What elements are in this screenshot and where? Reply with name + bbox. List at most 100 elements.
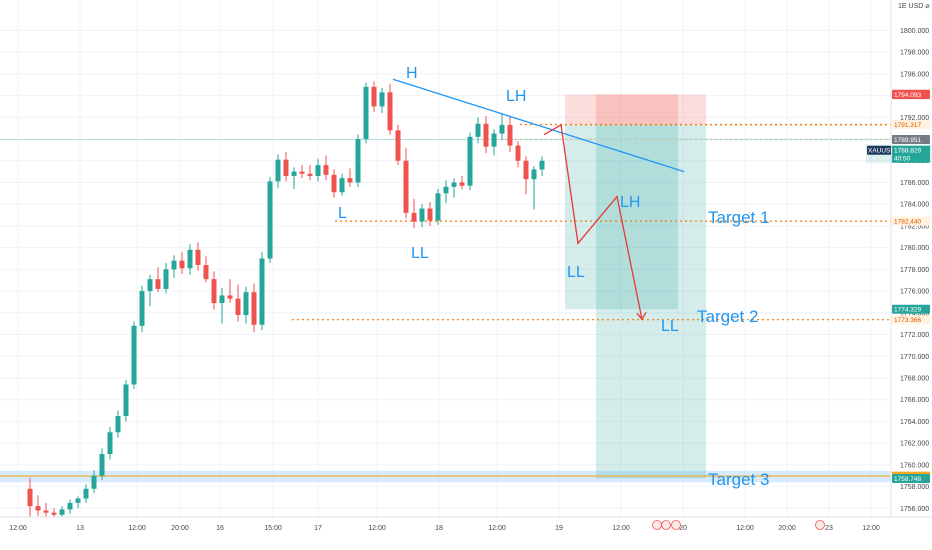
candle	[155, 267, 161, 293]
candle	[219, 287, 225, 324]
candle	[147, 274, 153, 307]
candle-body	[179, 260, 185, 269]
candle	[395, 124, 401, 166]
candle-body	[123, 384, 129, 416]
time-tick-label: 12:00	[736, 525, 754, 532]
candle	[371, 81, 377, 112]
symbol-badge	[867, 145, 891, 155]
candle-body	[443, 186, 449, 194]
candle-body	[363, 86, 369, 140]
candle	[163, 262, 169, 294]
candle	[475, 117, 481, 144]
candle-body	[115, 415, 121, 433]
candle-body	[251, 292, 257, 325]
candle	[403, 147, 409, 219]
annotation-lh: LH	[506, 88, 526, 105]
time-axis-bg	[0, 517, 932, 550]
time-tick-label: 19	[555, 525, 563, 532]
annotation-target-1: Target 1	[708, 208, 769, 227]
candle	[195, 242, 201, 271]
time-tick-label: 12:00	[368, 525, 386, 532]
position-b-stop-zone	[596, 94, 706, 125]
candle-body	[83, 488, 89, 499]
candle-body	[139, 291, 145, 326]
time-tick-label: 17	[314, 525, 322, 532]
candle	[299, 165, 305, 179]
candle-body	[259, 258, 265, 325]
price-label-bg	[892, 473, 930, 483]
candle	[35, 495, 41, 516]
price-label: 1794.093	[894, 92, 921, 99]
price-tick-label: 1772.000	[900, 332, 929, 339]
candle	[211, 271, 217, 310]
candle	[499, 112, 505, 141]
candle	[291, 167, 297, 189]
candle	[123, 380, 129, 422]
currency-label: 1E USD ⌀	[898, 3, 930, 10]
level-price-label-bg	[892, 315, 930, 325]
annotation-ll: LL	[411, 245, 429, 262]
price-label: 1789.951	[894, 137, 921, 144]
projection-path	[543, 123, 643, 320]
candle-body	[395, 130, 401, 161]
candle	[259, 251, 265, 331]
candle	[131, 321, 137, 389]
price-tick-label: 1756.000	[900, 506, 929, 513]
candle	[43, 502, 49, 517]
candle-body	[275, 159, 281, 182]
level-price-label-bg	[892, 216, 930, 226]
level-price-label: 1791.317	[894, 122, 921, 129]
candle-body	[419, 208, 425, 222]
time-tick-label: 16	[216, 525, 224, 532]
candle-body	[491, 133, 497, 147]
candle-body	[299, 171, 305, 174]
candle-body	[99, 454, 105, 476]
candle-body	[515, 145, 521, 161]
time-axis: 12:00 13 12:00 20:00 16 15:00 17 12:00 18 12:00 19…	[0, 516, 932, 550]
position-b-target-zone	[596, 124, 706, 479]
candle-body	[507, 124, 513, 146]
descending-trendline	[392, 78, 685, 173]
time-tick-label: 15:00	[264, 525, 282, 532]
candle	[235, 284, 241, 322]
candle-body	[475, 123, 481, 137]
price-tick-label: 1760.000	[900, 462, 929, 469]
candle-body	[35, 506, 41, 511]
time-tick-label: 12:00	[488, 525, 506, 532]
candle	[363, 82, 369, 144]
time-tick-label: 12:00	[862, 525, 880, 532]
time-tick-label: 20	[679, 525, 687, 532]
candle-body	[331, 174, 337, 193]
candle	[75, 496, 81, 509]
candle-body	[267, 181, 273, 259]
price-tick-label: 1770.000	[900, 354, 929, 361]
candle	[339, 173, 345, 196]
candle	[115, 410, 121, 438]
candle	[59, 506, 65, 517]
candle-body	[347, 178, 353, 183]
candle-body	[467, 136, 473, 186]
price-tick-label: 1768.000	[900, 375, 929, 382]
candle-body	[91, 475, 97, 489]
current-price-box	[892, 145, 930, 163]
price-tick-label: 1766.000	[900, 397, 929, 404]
price-label-bg	[892, 135, 930, 145]
candle-body	[379, 92, 385, 107]
candle	[387, 83, 393, 135]
level-price-label: 1773.366	[894, 317, 921, 324]
candle	[275, 154, 281, 188]
candle-body	[211, 279, 217, 304]
candle-body	[147, 279, 153, 292]
candle	[283, 152, 289, 182]
projection-arrowhead	[636, 312, 647, 321]
candle-body	[483, 123, 489, 147]
candle	[99, 448, 105, 481]
level-price-label: 1782.440	[894, 218, 921, 225]
candle-body	[163, 269, 169, 289]
candle-body	[107, 432, 113, 455]
candle-body	[243, 292, 249, 315]
candle-body	[291, 171, 297, 176]
symbol-badge-label: XAUUSD	[868, 148, 895, 155]
